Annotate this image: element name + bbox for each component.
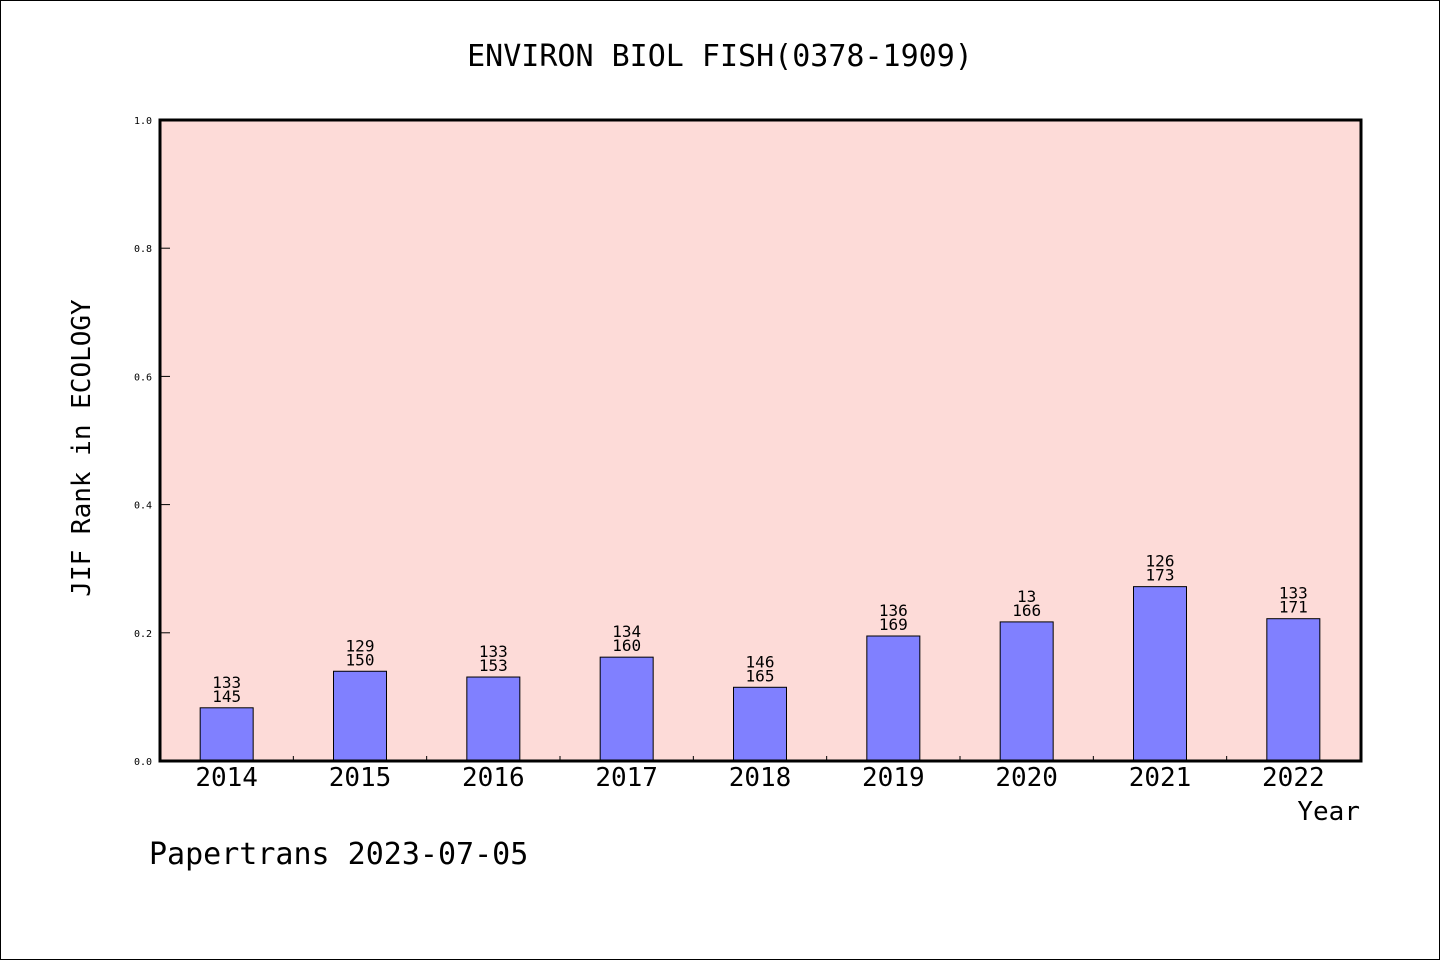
bar-2017 (599, 656, 654, 762)
plot-border (158, 118, 1363, 763)
chart-title: ENVIRON BIOL FISH(0378-1909) (467, 39, 973, 74)
bars-group (199, 586, 1321, 762)
footer-credit: Papertrans 2023-07-05 (149, 837, 528, 872)
bar-label-top-2017: 134 (612, 622, 641, 641)
y-tick-label-1.0: 1.0 (134, 116, 152, 127)
bar-label-top-2021: 126 (1146, 552, 1175, 571)
x-tick-label-2016: 2016 (462, 763, 525, 793)
x-tick-label-2021: 2021 (1129, 763, 1192, 793)
y-axis-label: JIF Rank in ECOLOGY (67, 299, 97, 597)
bar-label-bottom-2014: 145 (212, 687, 241, 706)
bar-label-bottom-2022: 171 (1279, 598, 1308, 617)
bar-label-bottom-2019: 169 (879, 615, 908, 634)
bar-label-top-2014: 133 (212, 673, 241, 692)
bar-label-top-2022: 133 (1279, 584, 1308, 603)
bar-2019 (866, 635, 921, 762)
bar-label-bottom-2016: 153 (479, 656, 508, 675)
bar-2015 (333, 670, 387, 762)
x-tick-label-2018: 2018 (729, 763, 792, 793)
y-tick-label-0.2: 0.2 (134, 629, 152, 640)
bar-2016 (466, 676, 521, 762)
bar-2020 (999, 621, 1054, 762)
x-tick-label-2022: 2022 (1262, 763, 1325, 793)
bar-label-bottom-2018: 165 (746, 666, 775, 685)
bar-label-bottom-2021: 173 (1146, 566, 1175, 585)
bar-label-top-2018: 146 (746, 652, 775, 671)
bar-label-top-2016: 133 (479, 642, 508, 661)
y-tick-label-0.8: 0.8 (134, 244, 152, 255)
bar-label-top-2019: 136 (879, 601, 908, 620)
x-tick-label-2015: 2015 (329, 763, 392, 793)
x-axis-label: Year (1297, 797, 1360, 827)
x-axis: 2014 2015 2016 2017 2018 2019 2020 2021 2022 (195, 756, 1325, 793)
bar-2021 (1133, 586, 1187, 762)
x-tick-label-2020: 2020 (995, 763, 1058, 793)
bar-2018 (733, 686, 787, 762)
bar-label-bottom-2015: 150 (346, 650, 375, 669)
bar-label-top-2015: 129 (346, 636, 375, 655)
y-tick-label-0.6: 0.6 (134, 372, 152, 383)
y-tick-label-0.0: 0.0 (134, 757, 152, 768)
bar-2022 (1266, 618, 1321, 762)
x-tick-label-2014: 2014 (195, 763, 258, 793)
bar-label-top-2020: 13 (1017, 587, 1036, 606)
x-tick-label-2019: 2019 (862, 763, 925, 793)
bar-2014 (199, 707, 254, 762)
y-tick-label-0.4: 0.4 (134, 501, 152, 512)
bar-label-bottom-2020: 166 (1012, 601, 1041, 620)
x-tick-label-2017: 2017 (595, 763, 658, 793)
bar-label-bottom-2017: 160 (612, 636, 641, 655)
